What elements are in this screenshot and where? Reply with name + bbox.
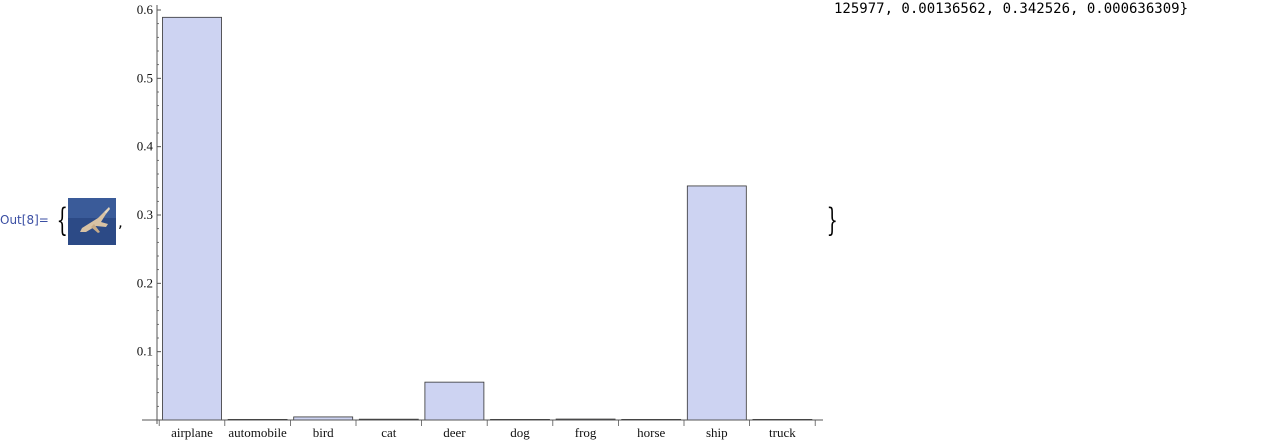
x-tick-label-frog: frog [575, 425, 597, 440]
x-tick-label-truck: truck [769, 425, 796, 440]
x-tick-label-dog: dog [510, 425, 530, 440]
x-tick-label-cat: cat [381, 425, 397, 440]
x-tick-label-airplane: airplane [171, 425, 213, 440]
y-tick-label-0.4: 0.4 [137, 139, 154, 154]
x-tick-label-automobile: automobile [228, 425, 287, 440]
bar-airplane [162, 16, 222, 421]
x-tick-label-deer: deer [443, 425, 466, 440]
y-tick-label-0.5: 0.5 [137, 70, 153, 85]
open-brace: { [56, 201, 68, 239]
y-tick-label-0.2: 0.2 [137, 275, 153, 290]
y-tick-label-0.6: 0.6 [137, 2, 154, 17]
y-tick-label-0.3: 0.3 [137, 207, 153, 222]
output-label: Out[8]= [0, 213, 49, 227]
bar-chart: 0.1 0.2 0.3 0.4 0.5 0.6 airplane automobile bird… [137, 2, 823, 440]
list-comma: , [118, 213, 123, 231]
bar-deer [424, 381, 485, 421]
overflow-text: 125977, 0.00136562, 0.342526, 0.00063630… [834, 1, 1189, 17]
x-tick-label-ship: ship [706, 425, 728, 440]
close-brace: } [826, 201, 838, 239]
airplane-thumbnail-icon [68, 198, 116, 245]
bar-ship [686, 185, 747, 421]
y-tick-label-0.1: 0.1 [137, 344, 153, 359]
x-tick-label-bird: bird [313, 425, 334, 440]
x-tick-label-horse: horse [637, 425, 665, 440]
